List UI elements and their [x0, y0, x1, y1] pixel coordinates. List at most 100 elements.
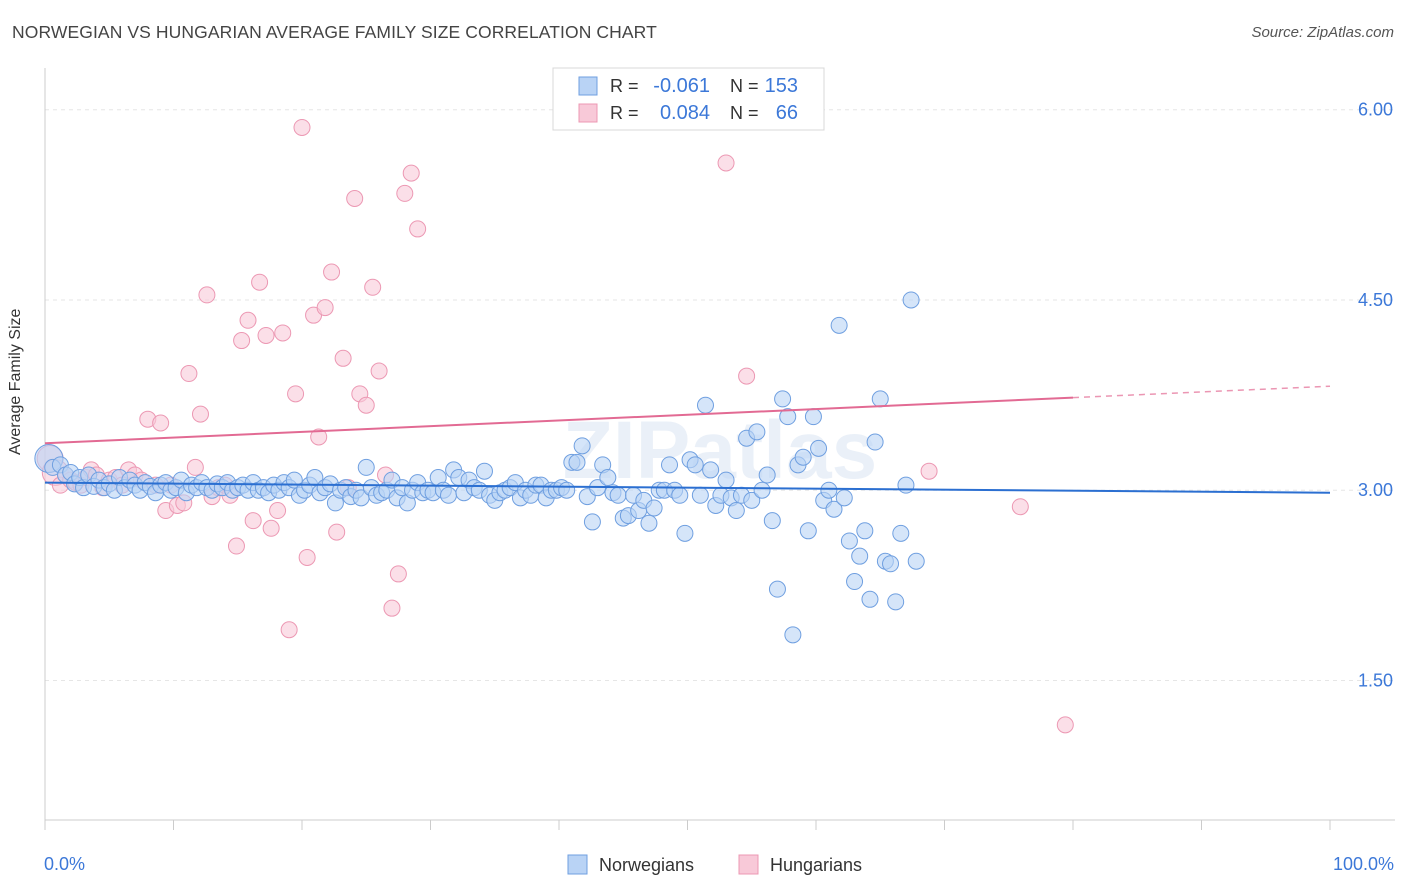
norwegians-point	[748, 423, 766, 441]
norwegians-point	[799, 522, 817, 540]
norwegians-point	[794, 448, 812, 466]
trend-lines	[44, 385, 1331, 494]
norwegians-point	[691, 486, 709, 504]
y-tick-label: 3.00	[1358, 480, 1393, 500]
norwegians-point	[661, 456, 679, 474]
norwegians-point	[645, 499, 663, 517]
norwegians-points	[34, 291, 925, 644]
norwegians-point	[583, 513, 601, 531]
chart-title: NORWEGIAN VS HUNGARIAN AVERAGE FAMILY SI…	[12, 22, 657, 42]
norwegians-point	[768, 580, 786, 598]
hungarians-point	[323, 263, 341, 281]
hungarians-point	[316, 299, 334, 317]
axes	[44, 68, 1395, 830]
norwegians-point	[599, 469, 617, 487]
hungarians-point	[280, 621, 298, 639]
norwegians-point	[861, 590, 879, 608]
hungarians-point	[389, 565, 407, 583]
legend-swatch	[567, 854, 588, 875]
hungarians-point	[364, 278, 382, 296]
hungarians-point	[310, 428, 328, 446]
norwegians-point	[851, 547, 869, 565]
norwegians-point	[702, 461, 720, 479]
stats-n-label: N =	[730, 76, 759, 96]
norwegians-point	[763, 512, 781, 530]
hungarians-point	[298, 548, 316, 566]
stats-r-value: 0.084	[660, 102, 710, 124]
hungarians-point	[346, 189, 364, 207]
hungarians-point	[383, 599, 401, 617]
hungarians-point	[334, 349, 352, 367]
stats-box: R = -0.061 N = 153 R = 0.084 N = 66	[552, 67, 825, 131]
stats-n-value: 66	[776, 102, 798, 124]
hungarians-point	[274, 324, 292, 342]
hungarians-point	[287, 385, 305, 403]
norwegians-point	[671, 486, 689, 504]
hungarians-point	[328, 523, 346, 541]
y-tick-label: 4.50	[1358, 290, 1393, 310]
norwegians-point	[609, 486, 627, 504]
norwegians-point	[871, 390, 889, 408]
norwegians-point	[717, 471, 735, 489]
hungarians-point	[717, 154, 735, 172]
norwegians-point	[357, 458, 375, 476]
source-label: Source: ZipAtlas.com	[1251, 24, 1394, 41]
hungarians-point	[402, 164, 420, 182]
legend-label: Norwegians	[599, 855, 694, 875]
hungarians-point	[738, 367, 756, 385]
hungarians-point	[920, 462, 938, 480]
norwegians-point	[866, 433, 884, 451]
hungarians-point	[152, 414, 170, 432]
stats-swatch	[578, 103, 598, 123]
norwegians-point	[897, 476, 915, 494]
legend: Norwegians Hungarians	[567, 854, 862, 875]
norwegians-point	[727, 502, 745, 520]
stats-n-label: N =	[730, 103, 759, 123]
hungarians-point	[180, 365, 198, 383]
hungarians-point	[370, 362, 388, 380]
hungarians-point	[233, 332, 251, 350]
norwegians-point	[475, 462, 493, 480]
norwegians-point	[743, 491, 761, 509]
hungarians-point	[293, 118, 311, 136]
hungarians-point	[227, 537, 245, 555]
gridlines	[45, 109, 1395, 681]
hungarians-point	[396, 184, 414, 202]
y-tick-label: 1.50	[1358, 670, 1393, 690]
legend-label: Hungarians	[770, 855, 862, 875]
norwegians-point	[856, 522, 874, 540]
hungarians-point	[239, 311, 257, 329]
hungarians-point	[244, 512, 262, 530]
norwegians-point	[835, 489, 853, 507]
norwegians-point	[902, 291, 920, 309]
norwegians-point	[907, 552, 925, 570]
norwegians-point	[784, 626, 802, 644]
tick-labels: 1.50 3.00 4.50 6.00 0.0% 100.0%	[44, 100, 1394, 874]
y-tick-label: 6.00	[1358, 100, 1393, 120]
hungarians-points	[36, 118, 1074, 734]
legend-swatch	[738, 854, 759, 875]
norwegians-point	[696, 396, 714, 414]
norwegians-point	[640, 514, 658, 532]
norwegians-point	[825, 500, 843, 518]
hungarians-point	[269, 502, 287, 520]
norwegians-point	[758, 466, 776, 484]
hungarians-point	[357, 396, 375, 414]
norwegians-point	[846, 573, 864, 591]
norwegians-point	[804, 408, 822, 426]
hungarians-trend-line	[44, 396, 1074, 445]
x-tick-label: 0.0%	[44, 854, 85, 874]
hungarians-point	[262, 519, 280, 537]
hungarians-point	[251, 273, 269, 291]
stats-r-value: -0.061	[653, 75, 710, 97]
norwegians-point	[830, 316, 848, 334]
norwegians-point	[820, 481, 838, 499]
hungarians-trend-extension	[1072, 385, 1331, 399]
hungarians-point	[1056, 716, 1074, 734]
norwegians-point	[774, 390, 792, 408]
norwegians-point	[882, 555, 900, 573]
norwegians-point	[573, 437, 591, 455]
hungarians-point	[409, 220, 427, 238]
stats-swatch	[578, 76, 598, 96]
